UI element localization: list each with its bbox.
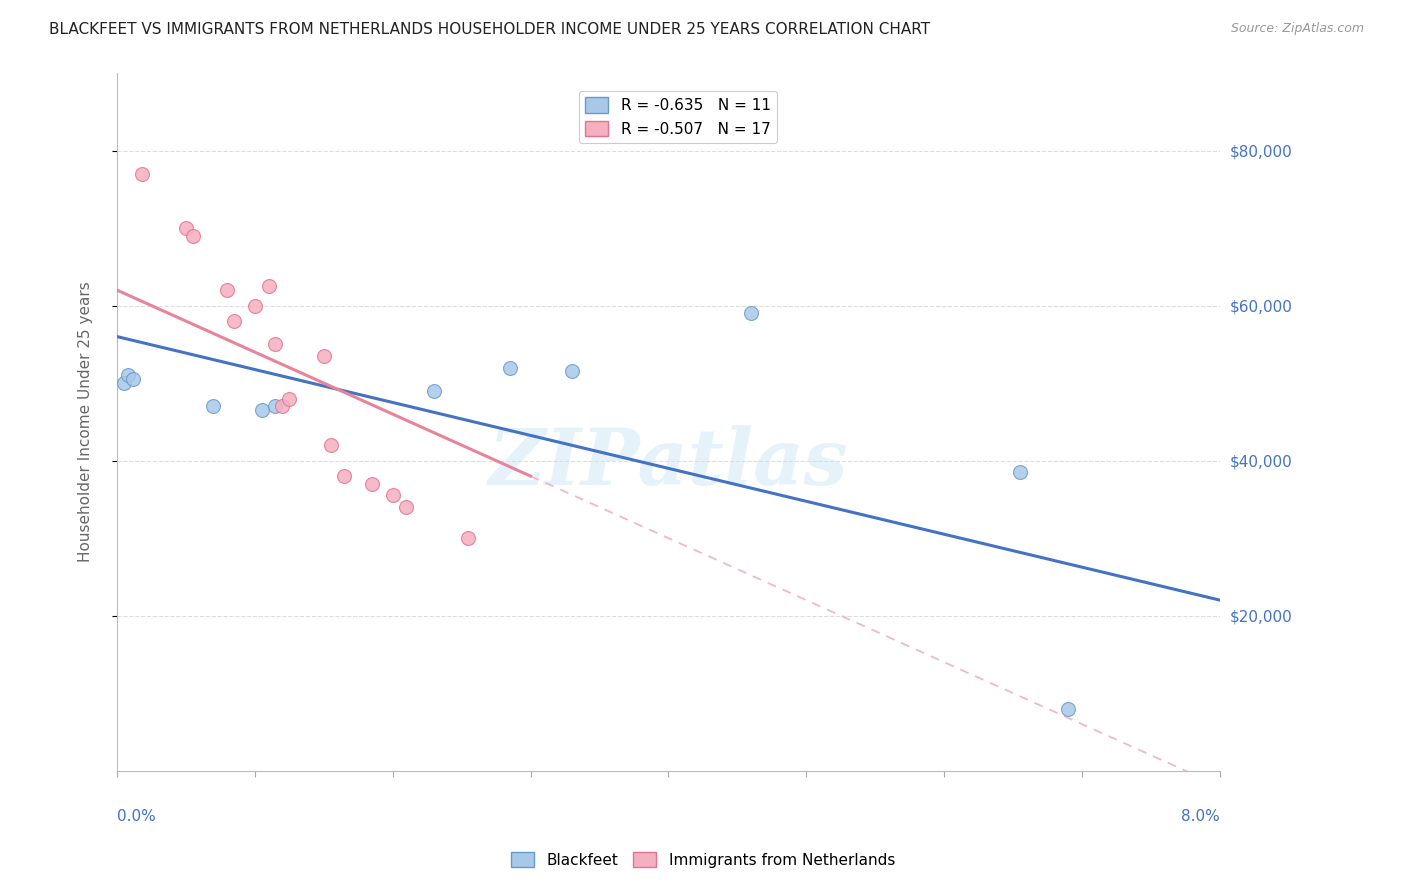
Point <box>181 228 204 243</box>
Y-axis label: Householder Income Under 25 years: Householder Income Under 25 years <box>79 282 93 562</box>
Point <box>361 476 384 491</box>
Point <box>222 314 245 328</box>
Point <box>271 400 294 414</box>
Legend: R = -0.635   N = 11, R = -0.507   N = 17: R = -0.635 N = 11, R = -0.507 N = 17 <box>579 91 776 143</box>
Point <box>1057 701 1080 715</box>
Text: Source: ZipAtlas.com: Source: ZipAtlas.com <box>1230 22 1364 36</box>
Point <box>257 279 280 293</box>
Text: 0.0%: 0.0% <box>117 809 156 824</box>
Point <box>202 400 225 414</box>
Point <box>174 221 197 235</box>
Text: BLACKFEET VS IMMIGRANTS FROM NETHERLANDS HOUSEHOLDER INCOME UNDER 25 YEARS CORRE: BLACKFEET VS IMMIGRANTS FROM NETHERLANDS… <box>49 22 931 37</box>
Point <box>122 372 145 386</box>
Point <box>395 500 418 515</box>
Legend: Blackfeet, Immigrants from Netherlands: Blackfeet, Immigrants from Netherlands <box>505 846 901 873</box>
Point <box>112 376 135 390</box>
Point <box>499 360 522 375</box>
Point <box>319 438 342 452</box>
Point <box>740 306 762 320</box>
Point <box>457 531 479 545</box>
Point <box>250 403 273 417</box>
Point <box>333 469 356 483</box>
Point <box>117 368 139 383</box>
Point <box>217 283 239 297</box>
Point <box>423 384 446 398</box>
Point <box>561 364 583 378</box>
Point <box>381 488 404 502</box>
Point <box>312 349 335 363</box>
Point <box>243 299 266 313</box>
Point <box>264 337 287 351</box>
Point <box>278 392 301 406</box>
Text: ZIPatlas: ZIPatlas <box>489 425 848 502</box>
Point <box>131 167 153 181</box>
Point <box>264 400 287 414</box>
Point <box>1008 465 1031 479</box>
Text: 8.0%: 8.0% <box>1181 809 1220 824</box>
